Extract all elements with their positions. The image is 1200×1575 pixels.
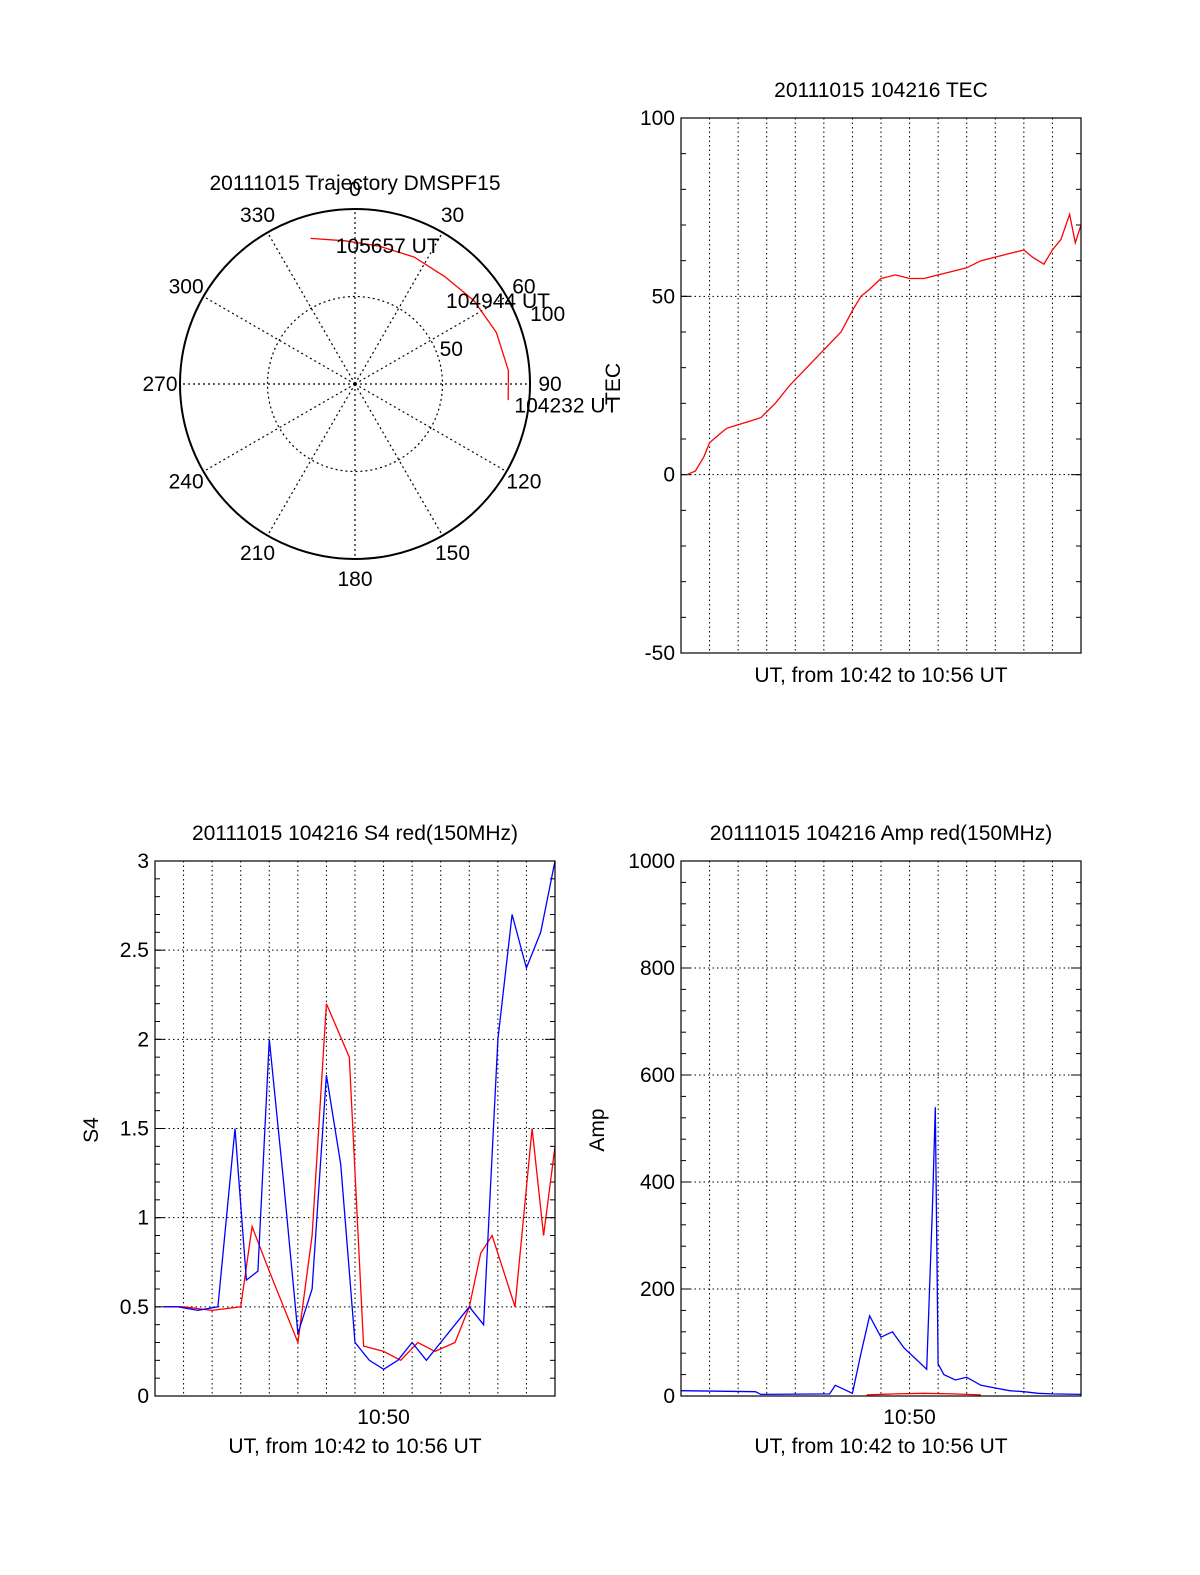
polar-time-annotation: 104944 UT	[446, 290, 550, 313]
amp-ylabel: Amp	[586, 1108, 609, 1151]
polar-outer-circle	[179, 208, 531, 560]
s4-axes: 3 2.5 2 1.5 1 0.5 0 10:50	[120, 850, 556, 1429]
polar-time-annotation: 104232 UT	[514, 394, 618, 417]
polar-spoke	[354, 383, 507, 473]
polar-trajectory	[310, 237, 510, 401]
y-tick-label: 100	[640, 107, 675, 130]
polar-azimuth-label: 90	[538, 373, 561, 396]
y-tick-label: 0	[663, 1385, 675, 1408]
polar-title: 20111015 Trajectory DMSPF15	[209, 172, 500, 195]
y-tick-label: 1000	[628, 850, 675, 873]
y-tick-label: 0.5	[120, 1296, 149, 1319]
amp-title: 20111015 104216 Amp red(150MHz)	[710, 822, 1052, 845]
y-tick-label: 2.5	[120, 939, 149, 962]
polar-spoke	[203, 295, 356, 385]
series-line-0	[686, 211, 1082, 476]
polar-trajectory-line	[310, 237, 510, 401]
polar-azimuth-label: 330	[240, 204, 275, 227]
tec-title: 20111015 104216 TEC	[774, 79, 988, 102]
polar-radius-labels: 50 100	[440, 303, 566, 361]
x-tick-label: 10:50	[883, 1406, 936, 1429]
series-line-0	[680, 1107, 1082, 1396]
polar-azimuth-label: 60	[512, 276, 535, 299]
plot-frame	[154, 860, 556, 1397]
polar-azimuth-label: 270	[142, 373, 177, 396]
tec-plot: 20111015 104216 TEC 100 50 0 -50 UT, from 1…	[602, 79, 1082, 687]
polar-plot: 20111015 Trajectory DMSPF15 0 30 60 90 120 15…	[142, 172, 618, 591]
tec-ylabel: TEC	[602, 363, 625, 405]
polar-spoke	[354, 383, 444, 536]
series-line-1	[163, 860, 556, 1371]
s4-plot: 20111015 104216 S4 red(150MHz) 3 2.5 2 1.5 1…	[80, 822, 556, 1458]
polar-azimuth-labels: 0 30 60 90 120 150 180 210 240 270 300 330	[142, 178, 561, 591]
polar-radius-label: 100	[530, 303, 565, 326]
y-tick-label: 0	[137, 1385, 149, 1408]
y-tick-label: 50	[652, 285, 675, 308]
polar-azimuth-label: 120	[506, 471, 541, 494]
polar-grid	[180, 209, 530, 559]
amp-plot: 20111015 104216 Amp red(150MHz) 1000 800 6…	[586, 822, 1082, 1458]
polar-spoke	[266, 383, 356, 536]
y-tick-label: -50	[645, 642, 675, 665]
y-tick-label: 2	[137, 1028, 149, 1051]
x-tick-label: 10:50	[357, 1406, 410, 1429]
y-tick-label: 1	[137, 1207, 149, 1230]
polar-spoke	[203, 383, 356, 473]
plot-frame	[680, 860, 1082, 1397]
y-tick-label: 1.5	[120, 1118, 149, 1141]
plot-frame	[680, 117, 1082, 654]
polar-azimuth-label: 0	[349, 178, 361, 201]
polar-azimuth-label: 30	[441, 204, 464, 227]
tec-axes: 100 50 0 -50	[640, 107, 1082, 665]
polar-azimuth-label: 300	[169, 276, 204, 299]
tec-xlabel: UT, from 10:42 to 10:56 UT	[754, 664, 1007, 687]
series-line-0	[163, 1003, 556, 1362]
polar-azimuth-label: 180	[337, 568, 372, 591]
y-tick-label: 400	[640, 1171, 675, 1194]
amp-axes: 1000 800 600 400 200 0 10:50	[628, 850, 1082, 1429]
polar-azimuth-label: 240	[169, 471, 204, 494]
amp-xlabel: UT, from 10:42 to 10:56 UT	[754, 1435, 1007, 1458]
polar-spoke	[354, 232, 444, 385]
y-tick-label: 600	[640, 1064, 675, 1087]
polar-azimuth-label: 150	[435, 542, 470, 565]
y-tick-label: 0	[663, 464, 675, 487]
polar-spoke	[266, 232, 356, 385]
series-line-1	[866, 1392, 982, 1396]
y-tick-label: 200	[640, 1278, 675, 1301]
polar-azimuth-label: 210	[240, 542, 275, 565]
s4-ylabel: S4	[80, 1117, 103, 1143]
polar-ring	[266, 295, 444, 473]
polar-annotations: 105657 UT 104944 UT 104232 UT	[336, 235, 619, 417]
s4-title: 20111015 104216 S4 red(150MHz)	[192, 822, 518, 845]
s4-xlabel: UT, from 10:42 to 10:56 UT	[228, 1435, 481, 1458]
polar-radius-label: 50	[440, 338, 463, 361]
polar-time-annotation: 105657 UT	[336, 235, 440, 258]
y-tick-label: 800	[640, 957, 675, 980]
y-tick-label: 3	[137, 850, 149, 873]
